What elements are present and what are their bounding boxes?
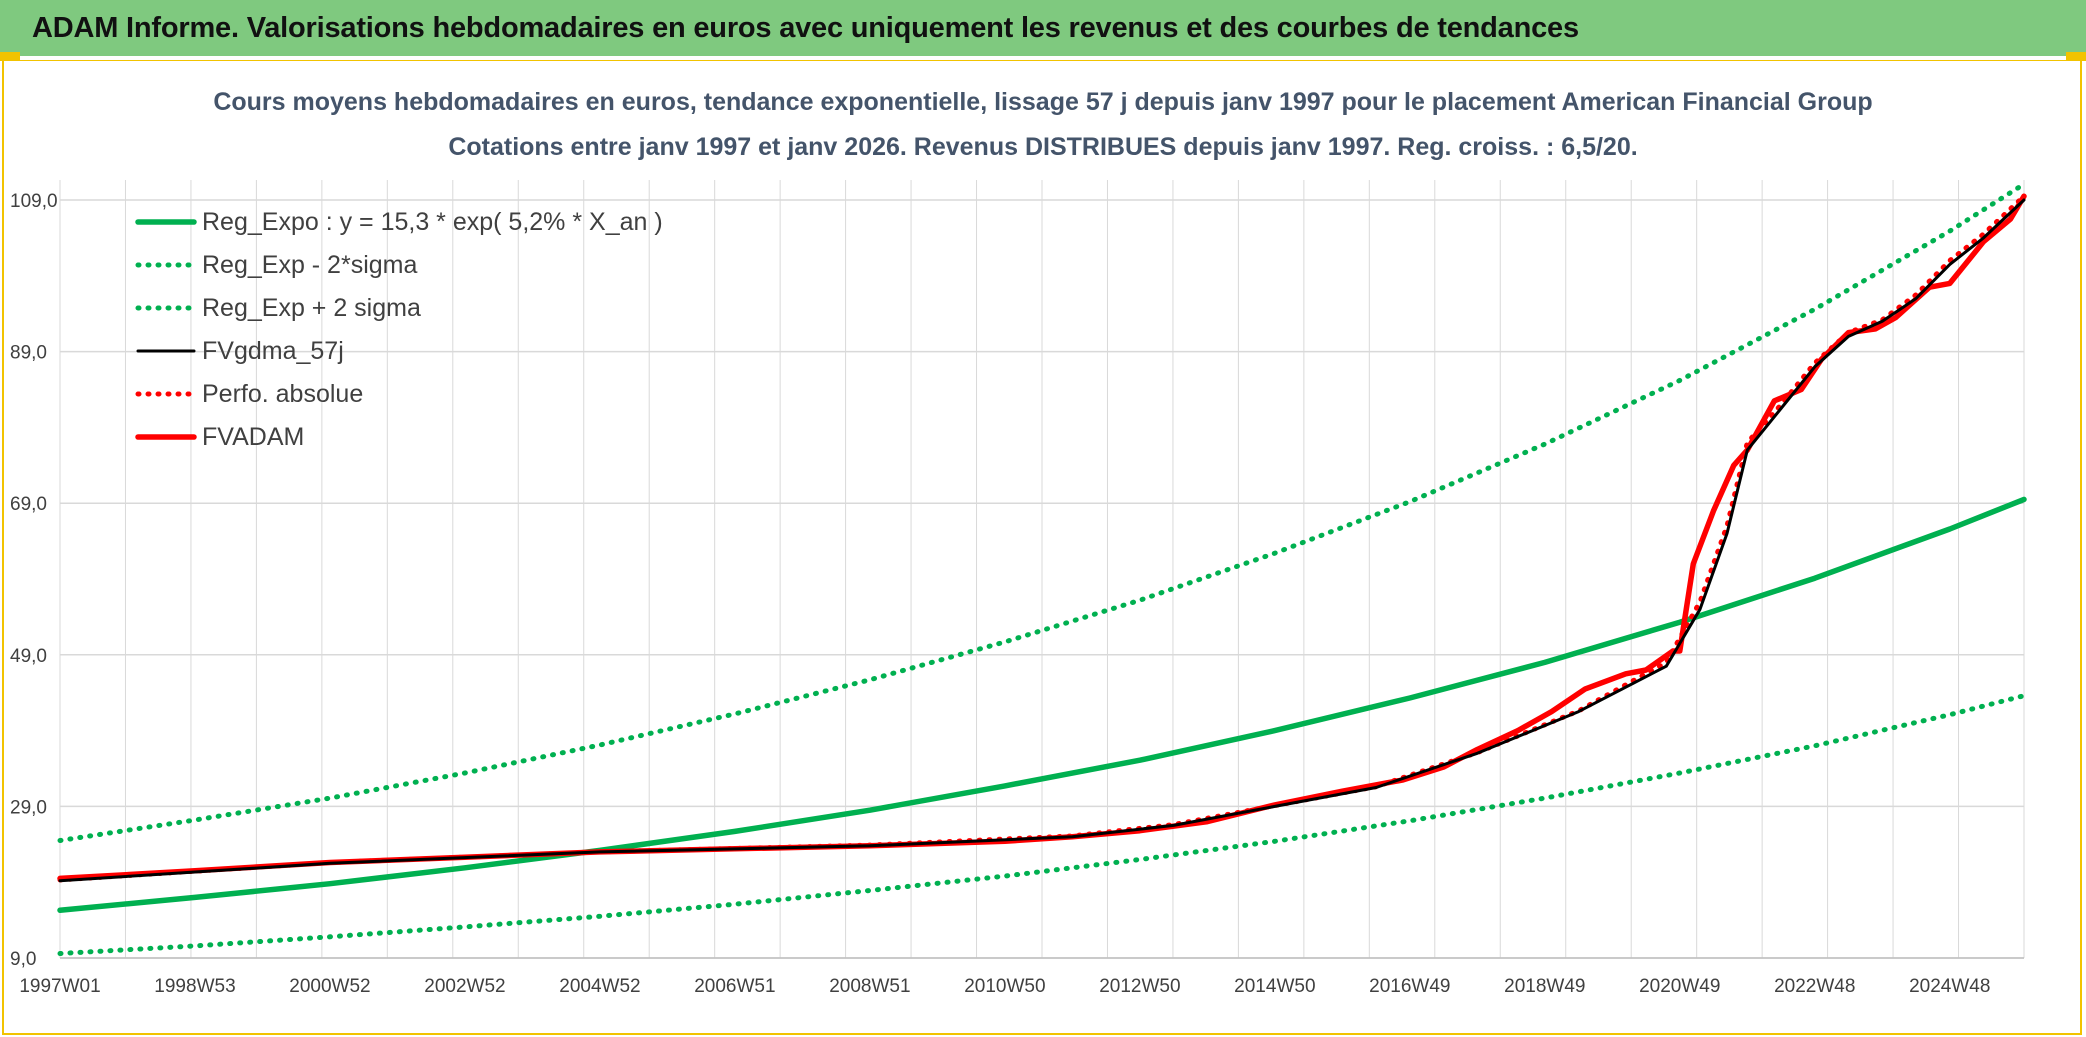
legend: Reg_Expo : y = 15,3 * exp( 5,2% * X_an )…	[135, 208, 663, 451]
corner-marker-left	[0, 52, 20, 61]
x-tick-label: 2020W49	[1639, 976, 1720, 997]
y-tick-label: 109,0	[10, 191, 58, 212]
series-line-1	[57, 693, 2027, 956]
chart-subtitle: Cotations entre janv 1997 et janv 2026. …	[448, 133, 1637, 161]
x-tick-label: 2008W51	[829, 976, 910, 997]
x-tick-label: 2012W50	[1099, 976, 1180, 997]
y-tick-label: 49,0	[10, 646, 47, 667]
legend-label: Reg_Exp + 2 sigma	[202, 294, 421, 322]
y-tick-label: 9,0	[10, 949, 36, 970]
grid-layer	[59, 180, 2025, 959]
x-tick-label: 2016W49	[1369, 976, 1450, 997]
y-tick-label: 89,0	[10, 343, 47, 364]
chart-frame	[2, 60, 2082, 1035]
x-tick-label: 1998W53	[154, 976, 235, 997]
x-tick-label: 2024W48	[1909, 976, 1990, 997]
report-header: ADAM Informe. Valorisations hebdomadaire…	[0, 0, 2086, 56]
legend-label: FVgdma_57j	[202, 337, 344, 365]
series-layer	[57, 181, 2027, 956]
series-line-3	[58, 198, 2026, 883]
x-tick-label: 1997W01	[19, 976, 100, 997]
x-tick-label: 2000W52	[289, 976, 370, 997]
series-line-2	[57, 181, 2027, 843]
y-tick-label: 29,0	[10, 797, 47, 818]
chart-title: Cours moyens hebdomadaires en euros, ten…	[213, 88, 1872, 116]
report-title: ADAM Informe. Valorisations hebdomadaire…	[32, 11, 1579, 44]
x-tick-label: 2018W49	[1504, 976, 1585, 997]
x-tick-label: 2002W52	[424, 976, 505, 997]
series-line-0	[57, 496, 2027, 913]
y-axis: 9,0 29,0 49,0 69,0 89,0 109,0	[10, 191, 58, 970]
x-tick-label: 2014W50	[1234, 976, 1315, 997]
legend-label: Reg_Expo : y = 15,3 * exp( 5,2% * X_an )	[202, 208, 663, 236]
x-axis: 1997W01 1998W53 2000W52 2002W52 2004W52 2006W…	[19, 976, 1990, 997]
x-tick-label: 2004W52	[559, 976, 640, 997]
x-tick-label: 2006W51	[694, 976, 775, 997]
legend-label: Reg_Exp - 2*sigma	[202, 251, 417, 279]
x-tick-label: 2010W50	[964, 976, 1045, 997]
x-tick-label: 2022W48	[1774, 976, 1855, 997]
corner-marker-right	[2066, 52, 2086, 61]
y-tick-label: 69,0	[10, 494, 47, 515]
legend-label: FVADAM	[202, 423, 304, 451]
legend-label: Perfo. absolue	[202, 380, 363, 408]
